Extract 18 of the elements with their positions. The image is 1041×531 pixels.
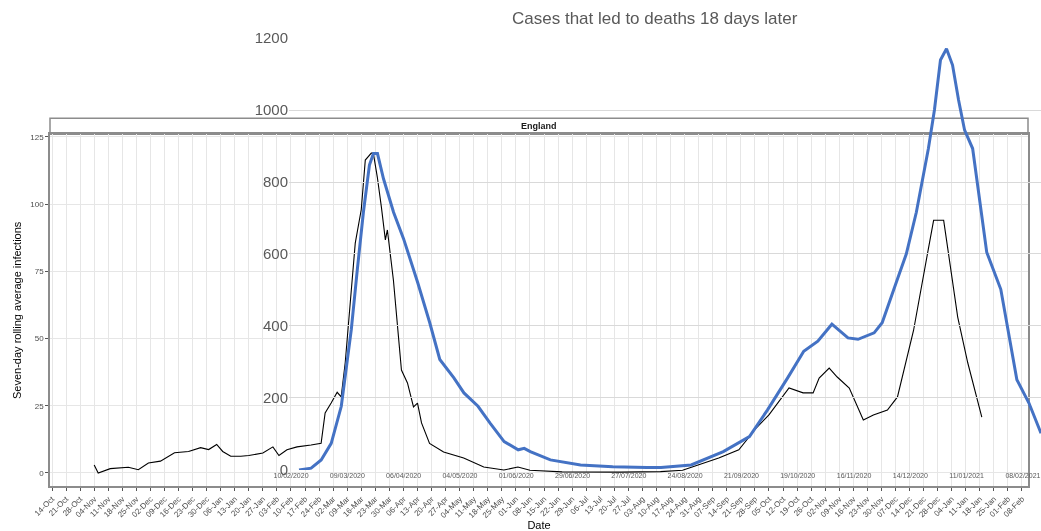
y-axis-title: Seven-day rolling average infections (11, 221, 24, 400)
y-tick-label: 200 (262, 389, 288, 407)
y-tick-label: 600 (262, 245, 288, 263)
chart-title: Cases that led to deaths 18 days later (512, 9, 798, 28)
y-tick-label: 400 (262, 317, 288, 335)
y-tick-label: 100 (30, 199, 45, 209)
y-tick-label: 50 (34, 334, 45, 344)
line-series (297, 47, 1041, 470)
x-axis-title: Date (527, 518, 551, 531)
y-tick-label: 1000 (254, 101, 288, 119)
y-tick-label: 75 (34, 267, 45, 277)
chart-title: England (521, 121, 557, 131)
line-series (93, 152, 983, 474)
y-tick-label: 0 (39, 468, 45, 478)
y-tick-label: 800 (262, 173, 288, 191)
y-tick-label: 25 (34, 401, 45, 411)
y-tick-label: 125 (30, 132, 45, 142)
y-tick-label: 1200 (254, 29, 288, 47)
